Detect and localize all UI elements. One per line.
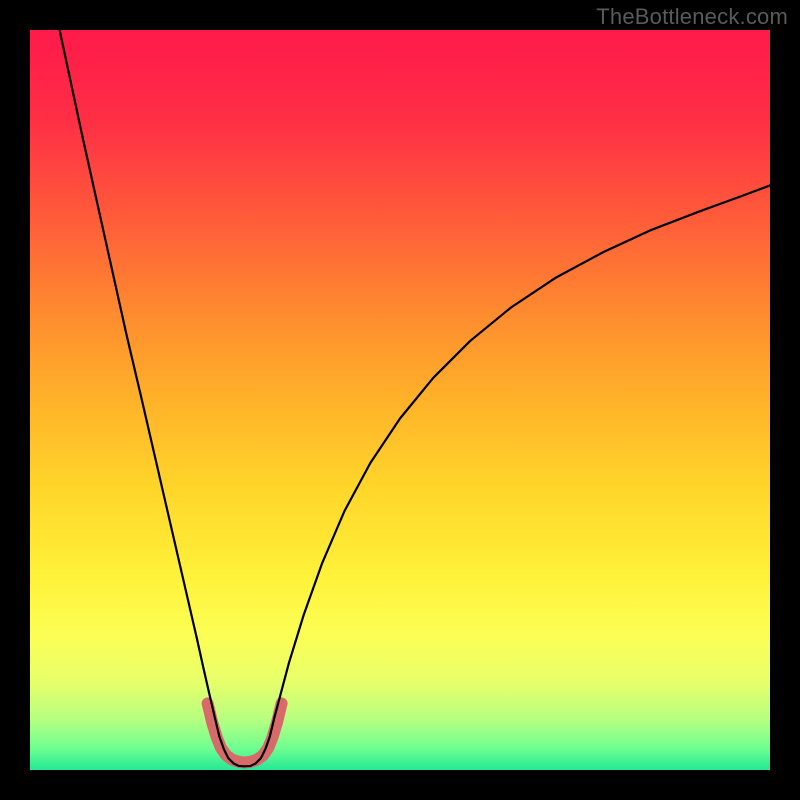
watermark-text: TheBottleneck.com [596,4,788,30]
plot-frame [30,30,770,770]
curve-layer [30,30,770,770]
plot-area [30,30,770,770]
bottleneck-curve [60,30,770,766]
